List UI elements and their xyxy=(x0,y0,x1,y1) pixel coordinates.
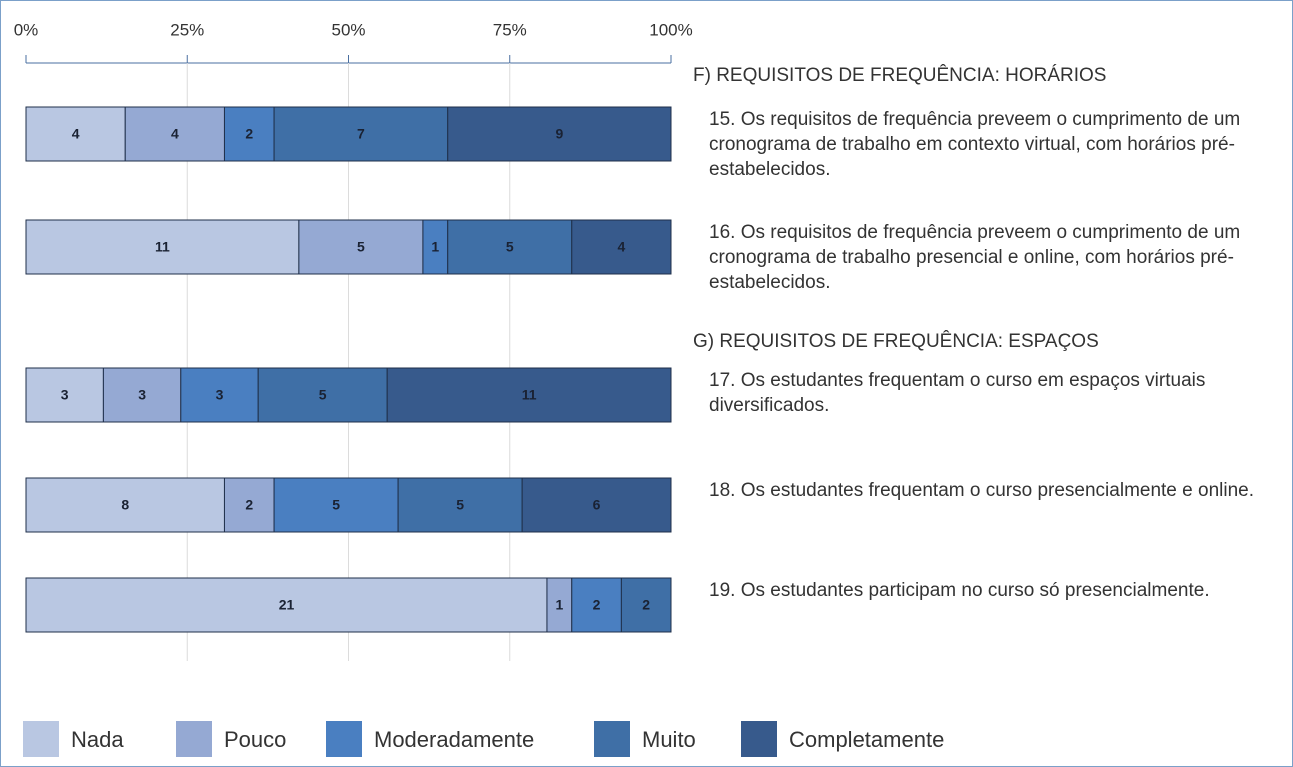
value-label: 2 xyxy=(642,597,650,613)
x-tick-label: 0% xyxy=(14,20,39,39)
bar-segment xyxy=(25,106,126,162)
category-label: 16. Os requisitos de frequência preveem … xyxy=(709,222,1241,293)
bar-segment xyxy=(397,477,523,533)
x-tick-label: 25% xyxy=(170,20,204,39)
category-label: 15. Os requisitos de frequência preveem … xyxy=(709,109,1241,180)
value-label: 4 xyxy=(617,239,625,255)
bar-segment xyxy=(25,219,300,275)
bar-segment xyxy=(25,577,548,633)
value-label: 9 xyxy=(555,126,563,142)
legend-swatch xyxy=(741,721,777,757)
value-label: 2 xyxy=(245,497,253,513)
value-label: 1 xyxy=(431,239,439,255)
value-label: 11 xyxy=(155,239,170,255)
legend-label: Pouco xyxy=(224,727,286,752)
category-label: 19. Os estudantes participam no curso só… xyxy=(709,580,1210,601)
value-label: 3 xyxy=(138,387,146,403)
value-label: 4 xyxy=(72,126,80,142)
legend-swatch xyxy=(326,721,362,757)
value-label: 7 xyxy=(357,126,365,142)
value-label: 5 xyxy=(506,239,514,255)
value-label: 8 xyxy=(121,497,129,513)
value-label: 2 xyxy=(593,597,601,613)
bar-segment xyxy=(571,219,672,275)
x-tick-label: 75% xyxy=(493,20,527,39)
bar-segment xyxy=(447,106,672,162)
bar-segment xyxy=(25,367,104,423)
bar-segment xyxy=(273,106,449,162)
bar-segment xyxy=(546,577,573,633)
value-label: 11 xyxy=(522,387,537,403)
x-tick-label: 50% xyxy=(331,20,365,39)
bar-segment xyxy=(620,577,672,633)
legend-swatch xyxy=(594,721,630,757)
value-label: 6 xyxy=(593,497,601,513)
bar-segment xyxy=(298,219,424,275)
bar-segment xyxy=(386,367,672,423)
x-tick-label: 100% xyxy=(649,20,692,39)
value-label: 5 xyxy=(332,497,340,513)
legend-swatch xyxy=(176,721,212,757)
value-label: 5 xyxy=(319,387,327,403)
section-title: F) REQUISITOS DE FREQUÊNCIA: HORÁRIOS xyxy=(693,65,1107,86)
bar-segment xyxy=(273,477,399,533)
legend-swatch xyxy=(23,721,59,757)
legend-label: Completamente xyxy=(789,727,944,752)
value-label: 2 xyxy=(245,126,253,142)
value-label: 1 xyxy=(555,597,563,613)
legend-label: Muito xyxy=(642,727,696,752)
bar-segment xyxy=(521,477,672,533)
value-label: 3 xyxy=(216,387,224,403)
bar-segment xyxy=(180,367,259,423)
bar-segment xyxy=(257,367,388,423)
value-label: 4 xyxy=(171,126,179,142)
bar-segment xyxy=(447,219,573,275)
legend-label: Nada xyxy=(71,727,124,752)
category-label: 18. Os estudantes frequentam o curso pre… xyxy=(709,480,1254,501)
value-label: 21 xyxy=(279,597,295,613)
value-label: 5 xyxy=(456,497,464,513)
value-label: 3 xyxy=(61,387,69,403)
bar-segment xyxy=(102,367,182,423)
category-label: 17. Os estudantes frequentam o curso em … xyxy=(709,370,1206,416)
bar-segment xyxy=(571,577,622,633)
section-title: G) REQUISITOS DE FREQUÊNCIA: ESPAÇOS xyxy=(693,331,1099,352)
legend-label: Moderadamente xyxy=(374,727,534,752)
value-label: 5 xyxy=(357,239,365,255)
bar-segment xyxy=(422,219,449,275)
bar-segment xyxy=(124,106,225,162)
